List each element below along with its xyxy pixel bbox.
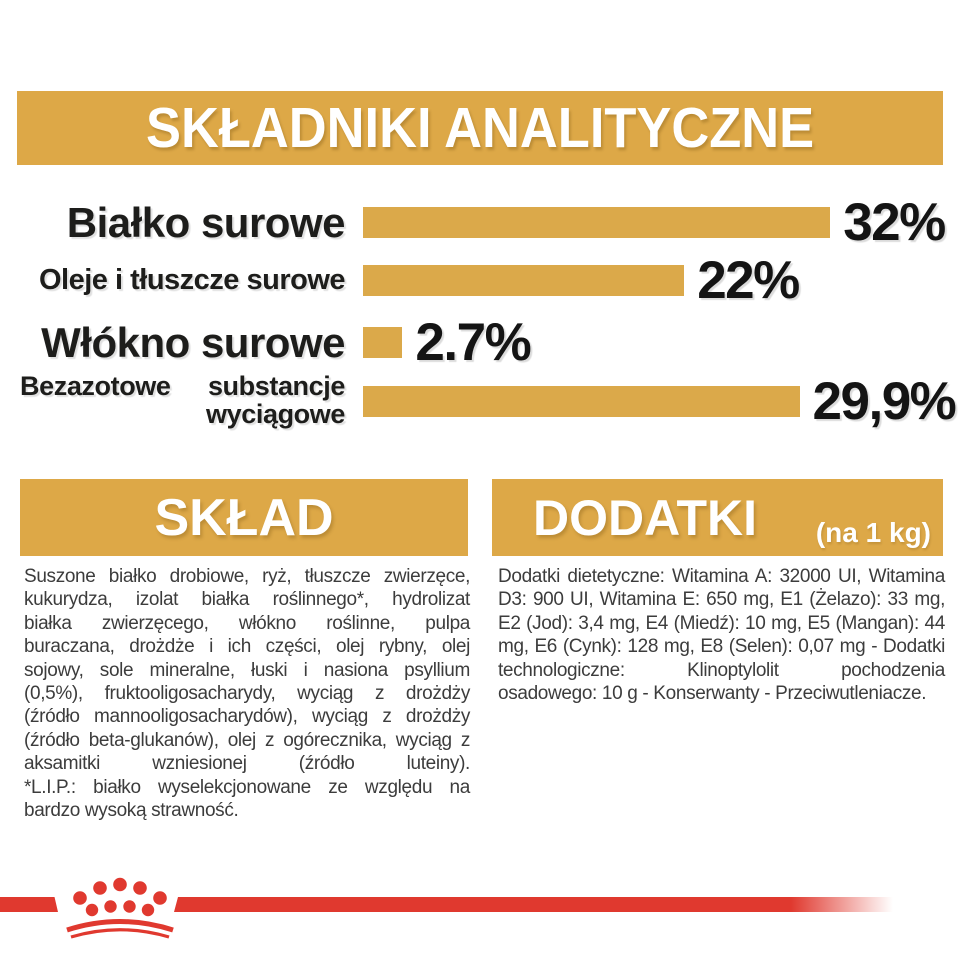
bar-label-word: Bezazotowe (20, 371, 171, 401)
additives-text: Dodatki dietetyczne: Witamina A: 32000 U… (498, 565, 945, 705)
composition-text: Suszone białko drobiowe, ryż, tłuszcze z… (24, 565, 470, 822)
bar-label-bezazotowe-substancje: Bezazotowe substancje wyciągowe (20, 372, 345, 428)
body-text-line: (źródło beta-glukanów), olej z ogóreczni… (24, 729, 470, 751)
red-stripe-right (174, 897, 900, 912)
body-text-line: aksamitki wzniesionej (źródło luteiny). (24, 753, 470, 775)
analytical-constituents-banner: SKŁADNIKI ANALITYCZNE (17, 91, 943, 165)
body-text-line: E2 (Jod): 3,4 mg, E4 (Miedź): 10 mg, E5 … (498, 612, 945, 634)
additives-banner: DODATKI (na 1 kg) (492, 479, 943, 556)
body-text-line: D3: 900 UI, Witamina E: 650 mg, E1 (Żela… (498, 589, 945, 611)
bar-label-wlokno-surowe: Włókno surowe (41, 318, 345, 366)
bar-label-word: substancje (207, 371, 345, 401)
body-text-line: *L.I.P.: białko wyselekcjonowane ze wzgl… (24, 776, 470, 798)
body-text-line: mg, E6 (Cynk): 128 mg, E8 (Selen): 0,07 … (498, 636, 945, 658)
body-text-line: osadowego: 10 g - Konserwanty - Przeciwu… (498, 683, 927, 705)
body-text-line: (0,5%), fruktooligosacharydy, wyciąg z d… (24, 683, 470, 705)
body-text-line: białka zwierzęcego, włókno roślinne, pul… (24, 612, 470, 634)
bar-row: 32% (363, 193, 946, 252)
body-text-line: sojowy, sole mineralne, łuski i nasiona … (24, 659, 470, 681)
page-title: SKŁADNIKI ANALITYCZNE (145, 96, 815, 160)
composition-title: SKŁAD (154, 488, 334, 547)
additives-per-kg-label: (na 1 kg) (815, 517, 931, 548)
bar-row: 2.7% (363, 313, 532, 372)
bar-label-word: wyciągowe (206, 399, 345, 429)
bar-value-bezazotowe: 29,9% (812, 372, 957, 431)
bar-value-wlokno-surowe: 2.7% (415, 313, 531, 372)
body-text-line: kukurydza, izolat białka roślinnego*, hy… (24, 589, 470, 611)
composition-banner: SKŁAD (20, 479, 468, 556)
royal-canin-crown-logo-icon (66, 877, 174, 939)
bar-value-oleje-tluszcze: 22% (697, 251, 800, 310)
bar-label-oleje-tluszcze: Oleje i tłuszcze surowe (39, 264, 346, 296)
body-text-line: technologiczne: Klinoptylolit pochodzeni… (498, 659, 945, 681)
bar-label-bialko-surowe: Białko surowe (66, 198, 346, 246)
bar-value-bialko-surowe: 32% (843, 193, 946, 252)
bar-wlokno-surowe (363, 327, 403, 358)
additives-title: DODATKI (532, 489, 758, 546)
body-text-line: bardzo wysoką strawność. (24, 800, 239, 822)
body-text-line: buraczana, drożdże i ich części, olej ry… (24, 636, 470, 658)
red-stripe-left (0, 897, 58, 912)
body-text-line: Dodatki dietetyczne: Witamina A: 32000 U… (498, 566, 945, 587)
bar-row: 22% (363, 251, 800, 310)
body-text-line: Suszone białko drobiowe, ryż, tłuszcze z… (24, 566, 470, 587)
bar-oleje-tluszcze (363, 265, 685, 296)
body-text-line: (źródło mannooligosacharydów), wyciąg z … (24, 706, 470, 728)
bar-bialko-surowe (363, 207, 831, 238)
bar-bezazotowe (363, 386, 800, 417)
bar-row: 29,9% (363, 372, 957, 431)
